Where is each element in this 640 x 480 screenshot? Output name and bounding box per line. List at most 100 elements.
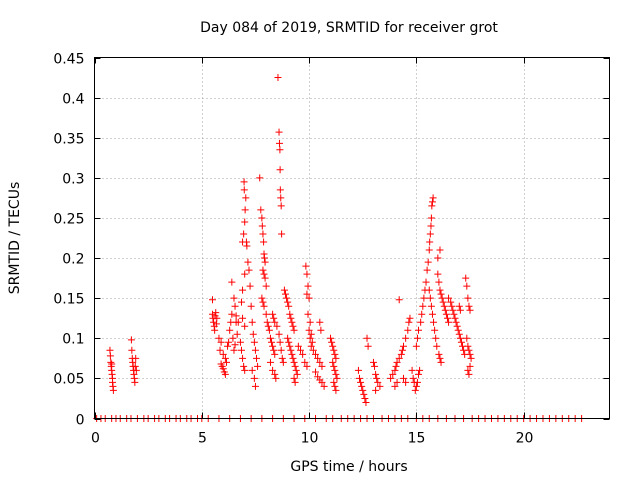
- data-point: [362, 398, 370, 406]
- data-point: [240, 362, 248, 370]
- data-point: [312, 368, 320, 376]
- data-point: [260, 270, 268, 278]
- data-point: [357, 378, 365, 386]
- data-point: [240, 230, 248, 238]
- data-point: [437, 290, 445, 298]
- data-point: [262, 282, 270, 290]
- y-tick-label: 0.25: [53, 212, 84, 228]
- data-point: [415, 326, 423, 334]
- data-point: [307, 330, 315, 338]
- data-point: [422, 278, 430, 286]
- data-point: [308, 338, 316, 346]
- data-point: [393, 378, 401, 386]
- data-point: [329, 358, 337, 366]
- data-point: [434, 270, 442, 278]
- data-point: [327, 334, 335, 342]
- data-point: [254, 362, 262, 370]
- data-point: [392, 362, 400, 370]
- data-point: [455, 302, 463, 310]
- data-point: [363, 334, 371, 342]
- data-point: [258, 214, 266, 222]
- data-point: [369, 358, 377, 366]
- data-point: [281, 290, 289, 298]
- data-point: [404, 326, 412, 334]
- y-tick-label: 0.3: [62, 172, 84, 188]
- data-point: [465, 346, 473, 354]
- chart-title: Day 084 of 2019, SRMTID for receiver gro…: [200, 20, 498, 36]
- data-point: [413, 378, 421, 386]
- data-point: [361, 394, 369, 402]
- data-point: [233, 330, 241, 338]
- data-point: [288, 318, 296, 326]
- data-point: [241, 218, 249, 226]
- data-point: [330, 346, 338, 354]
- data-point: [389, 370, 397, 378]
- data-point: [274, 74, 282, 82]
- data-point: [391, 382, 399, 390]
- y-tick-label: 0.2: [62, 252, 84, 268]
- data-point: [425, 286, 433, 294]
- data-point: [402, 378, 410, 386]
- data-point: [454, 326, 462, 334]
- data-point: [307, 342, 315, 350]
- ticks-layer: 0 5 10 15 20 0 0.05 0.1 0.15 0.2 0.25 0.3 0.35 0.4 0.4…: [53, 52, 610, 447]
- y-tick-label: 0.1: [62, 332, 84, 348]
- data-point: [372, 370, 380, 378]
- data-point: [221, 354, 229, 362]
- marks-layer: [93, 74, 586, 422]
- data-point: [231, 302, 239, 310]
- data-point: [426, 238, 434, 246]
- data-point: [413, 334, 421, 342]
- data-point: [240, 186, 248, 194]
- data-point: [359, 386, 367, 394]
- data-point: [320, 382, 328, 390]
- data-point: [288, 350, 296, 358]
- data-point: [132, 366, 140, 374]
- data-point: [372, 386, 380, 394]
- data-point: [283, 294, 291, 302]
- data-point: [229, 334, 237, 342]
- data-point: [258, 222, 266, 230]
- data-point: [405, 318, 413, 326]
- data-point: [268, 338, 276, 346]
- data-point: [230, 294, 238, 302]
- data-point: [424, 258, 432, 266]
- data-point: [231, 341, 239, 349]
- data-point: [466, 362, 474, 370]
- data-point: [237, 298, 245, 306]
- data-point: [219, 365, 227, 373]
- data-point: [406, 314, 414, 322]
- data-point: [374, 378, 382, 386]
- data-point: [234, 318, 242, 326]
- data-point: [354, 366, 362, 374]
- y-tick-label: 0.4: [62, 92, 84, 108]
- data-point: [332, 386, 340, 394]
- data-point: [275, 139, 283, 147]
- data-point: [452, 318, 460, 326]
- data-point: [131, 362, 139, 370]
- data-point: [303, 290, 311, 298]
- data-point: [276, 338, 284, 346]
- data-point: [306, 318, 314, 326]
- data-point: [402, 334, 410, 342]
- data-point: [419, 302, 427, 310]
- data-point: [387, 374, 395, 382]
- data-point: [266, 358, 274, 366]
- data-point: [219, 350, 227, 358]
- data-point: [439, 298, 447, 306]
- data-point: [358, 382, 366, 390]
- data-point: [265, 326, 273, 334]
- data-point: [237, 346, 245, 354]
- data-point: [302, 262, 310, 270]
- data-point: [215, 334, 223, 342]
- data-point: [248, 366, 256, 374]
- data-point: [466, 350, 474, 358]
- data-point: [211, 326, 219, 334]
- data-point: [225, 338, 233, 346]
- data-point: [224, 342, 232, 350]
- data-point: [276, 186, 284, 194]
- data-point: [222, 358, 230, 366]
- data-point: [260, 254, 268, 262]
- data-point: [429, 194, 437, 202]
- data-point: [212, 309, 220, 317]
